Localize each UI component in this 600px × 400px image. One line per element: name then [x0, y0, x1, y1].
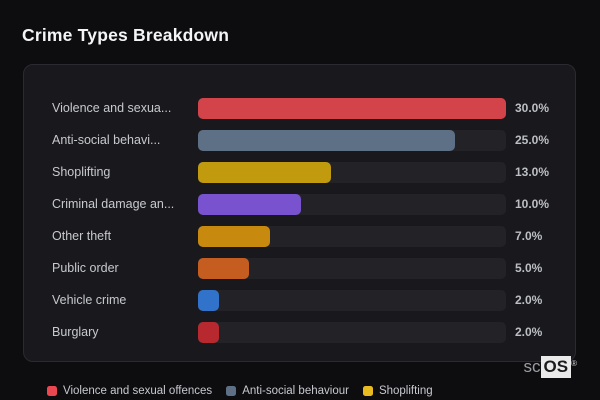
bar-track [198, 321, 506, 343]
bar-value-label: 30.0% [515, 101, 550, 115]
bar-value-label: 5.0% [515, 261, 543, 275]
legend-label: Violence and sexual offences [63, 385, 213, 397]
bar[interactable] [198, 193, 301, 215]
bar-value-label: 10.0% [515, 197, 550, 211]
bar[interactable] [198, 97, 506, 119]
bar[interactable] [198, 225, 270, 247]
bar-row: Burglary 2.0% [24, 316, 575, 348]
bar[interactable] [198, 321, 219, 343]
bar-track [198, 97, 506, 119]
page-title: Crime Types Breakdown [22, 25, 230, 45]
bar-track [198, 257, 506, 279]
legend-label: Anti-social behaviour [242, 385, 349, 397]
bar-track [198, 289, 506, 311]
bar-value-label: 25.0% [515, 133, 550, 147]
bar-row: Vehicle crime 2.0% [24, 284, 575, 316]
legend-label: Shoplifting [378, 385, 433, 397]
bar-category-label: Anti-social behavi... [52, 133, 161, 147]
bar-track [198, 129, 506, 151]
watermark-prefix: sc [523, 357, 541, 376]
registered-trademark-icon: ® [571, 359, 577, 368]
bar[interactable] [198, 257, 250, 279]
bar-row: Public order 5.0% [24, 252, 575, 284]
bar[interactable] [198, 129, 455, 151]
bar-category-label: Violence and sexua... [52, 101, 172, 115]
bar-row: Anti-social behavi... 25.0% [24, 124, 575, 156]
bar[interactable] [198, 289, 219, 311]
legend-item[interactable]: Shoplifting [362, 385, 433, 397]
bar-track [198, 161, 506, 183]
bar-category-label: Vehicle crime [52, 293, 127, 307]
bar-category-label: Criminal damage an... [52, 197, 175, 211]
bar-row: Shoplifting 13.0% [24, 156, 575, 188]
legend-item[interactable]: Anti-social behaviour [226, 385, 349, 397]
legend-item[interactable]: Violence and sexual offences [47, 385, 212, 397]
bar-value-label: 2.0% [515, 325, 543, 339]
bar-category-label: Public order [52, 261, 119, 275]
bar-value-label: 13.0% [515, 165, 550, 179]
legend-swatch-icon [226, 386, 237, 396]
bar-category-label: Burglary [52, 325, 99, 339]
scos-watermark: sc OS ® [524, 356, 577, 378]
legend-swatch-icon [47, 386, 57, 396]
bar-row: Violence and sexua... 30.0% [24, 92, 575, 124]
bar-category-label: Other theft [52, 229, 112, 243]
bar-value-label: 2.0% [515, 293, 543, 307]
legend-swatch-icon [362, 386, 373, 396]
watermark-os-box: OS [540, 356, 572, 378]
bar-category-label: Shoplifting [52, 165, 111, 179]
bar-row: Other theft 7.0% [24, 220, 575, 252]
bar-track [198, 193, 506, 215]
bar-value-label: 7.0% [515, 229, 543, 243]
bar-track [198, 225, 506, 247]
bar-row: Criminal damage an... 10.0% [24, 188, 575, 220]
chart-legend: Violence and sexual offences Anti-social … [47, 385, 433, 397]
chart-panel: Violence and sexua... 30.0% Anti-social be… [23, 64, 576, 362]
bar[interactable] [198, 161, 332, 183]
bar-rows: Violence and sexua... 30.0% Anti-social be… [24, 92, 575, 348]
